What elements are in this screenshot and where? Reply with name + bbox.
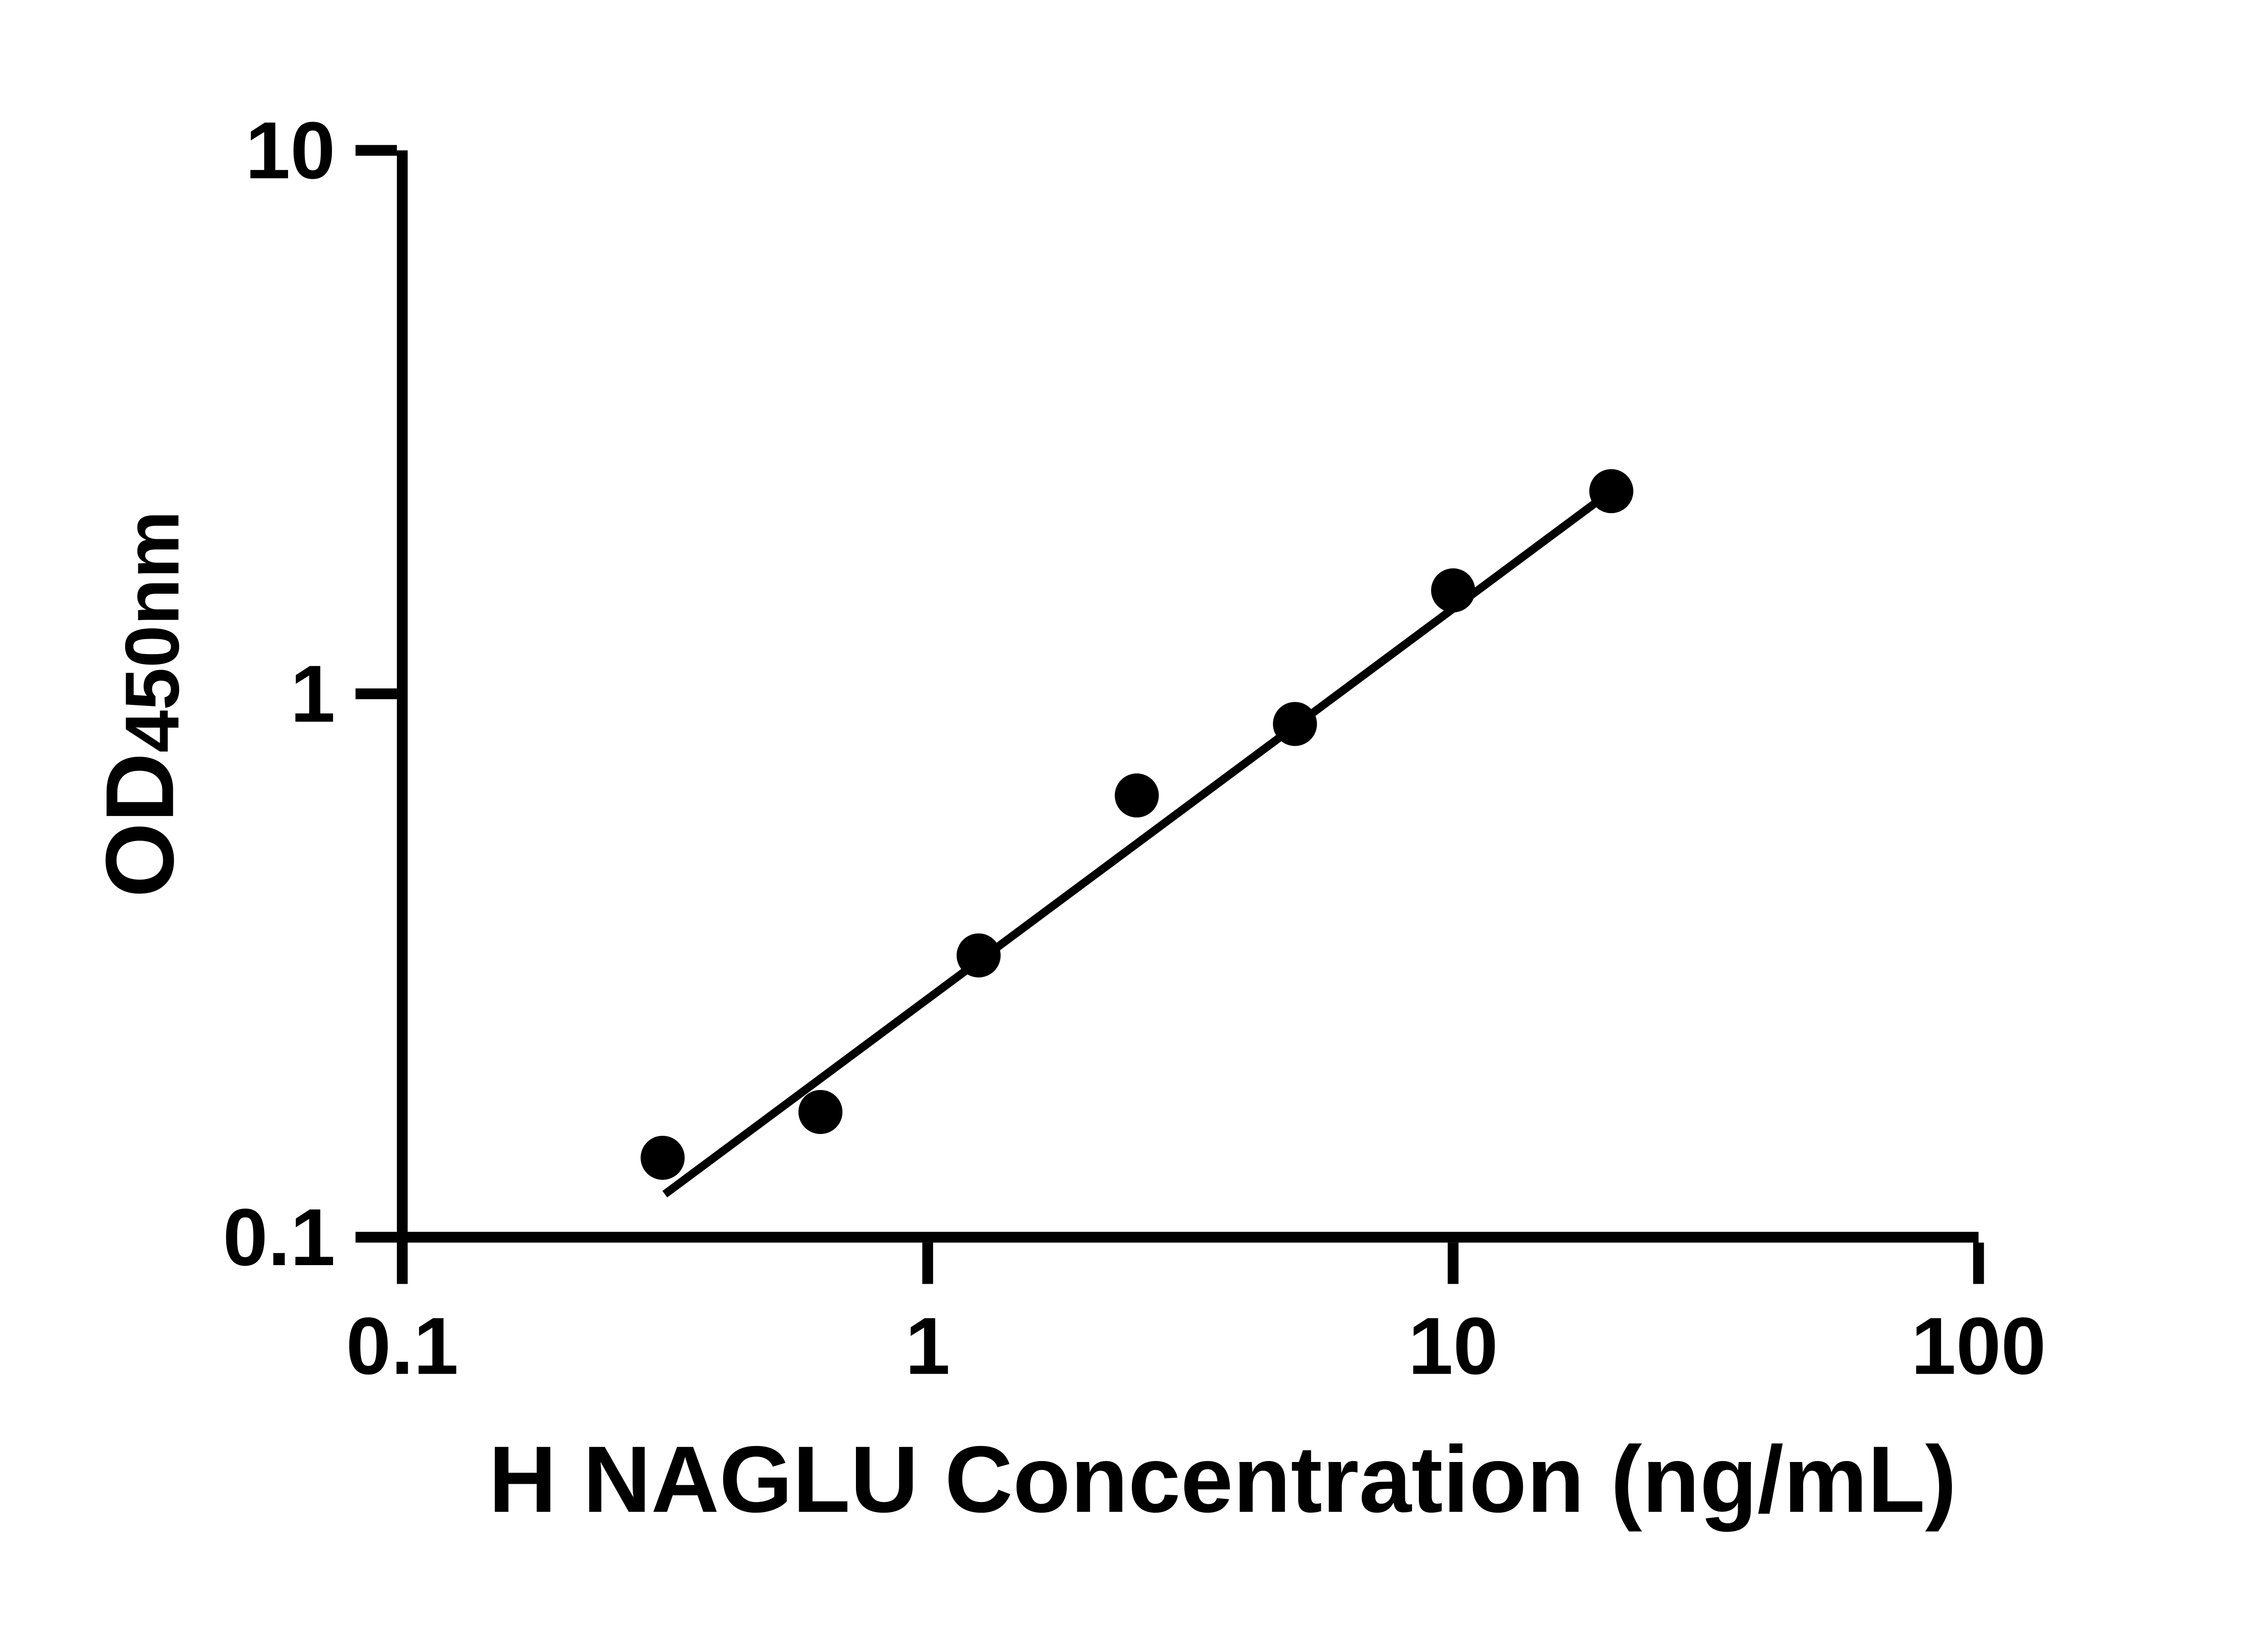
data-point xyxy=(1589,469,1633,513)
data-point xyxy=(640,1135,685,1180)
x-tick-label: 1 xyxy=(905,1301,950,1391)
x-axis-title: H NAGLU Concentration (ng/mL) xyxy=(489,1427,1957,1532)
x-tick-label: 10 xyxy=(1408,1301,1498,1391)
data-point xyxy=(956,933,1001,978)
y-tick-label: 10 xyxy=(245,105,335,196)
data-point xyxy=(798,1090,843,1134)
data-point xyxy=(1114,773,1159,818)
y-tick-label: 1 xyxy=(290,649,335,739)
x-tick-label: 0.1 xyxy=(346,1301,459,1391)
data-point xyxy=(1431,568,1476,613)
x-tick-label: 100 xyxy=(1911,1301,2046,1391)
y-tick-label: 0.1 xyxy=(223,1192,335,1282)
y-axis-title: OD450nm xyxy=(86,511,195,898)
data-point xyxy=(1273,702,1317,746)
